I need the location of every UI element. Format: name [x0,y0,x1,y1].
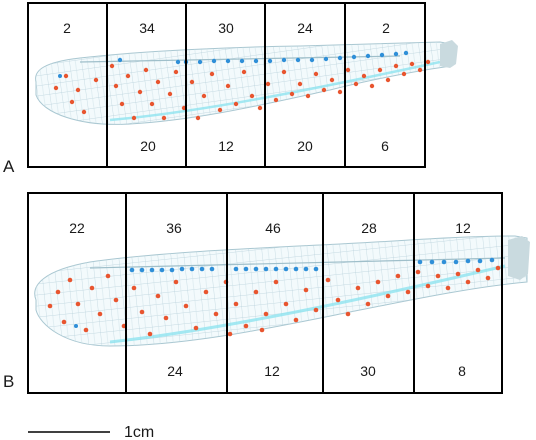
panel-b-box-5 [413,192,503,394]
panel-a-top-counts: 2 34 30 24 2 [63,20,390,36]
scale-bar: 1cm [28,424,154,440]
wing-b-blue-dots [74,257,495,328]
panel-a-top-count-2: 34 [139,20,155,36]
wing-b-cyan-vein [109,264,506,344]
panel-a-top-count-5: 2 [382,20,390,36]
wing-b-leading-vein [89,257,506,269]
panel-a-top-count-3: 30 [218,20,234,36]
wing-a-stalk [440,40,458,68]
panel-a-boxes [27,2,426,168]
panel-a-box-5 [344,2,426,168]
panel-b-bottom-count-2: 24 [167,363,183,379]
wing-a-dots [53,50,431,121]
panel-b-bottom-counts: 24 12 30 8 [167,363,466,379]
wing-b-red-dots [47,265,501,337]
panel-a-bottom-count-5: 6 [381,138,389,154]
panel-b-top-count-4: 28 [361,220,377,236]
panel-a-label: A [3,157,15,176]
panel-a-top-count-1: 2 [63,20,71,36]
wing-a-blue-dots [58,50,409,78]
panel-b-boxes [27,192,503,394]
panel-a-top-count-4: 24 [297,20,313,36]
panel-b-bottom-count-5: 8 [458,363,466,379]
wing-b [34,235,530,347]
panel-b-label: B [3,372,14,391]
panel-a-bottom-count-3: 12 [218,138,234,154]
wing-b-stalk [508,236,530,280]
wing-a-leading-vein [79,55,401,63]
wing-a [35,40,458,125]
panel-b-top-counts: 22 36 46 28 12 [69,220,471,236]
panel-b-top-count-2: 36 [166,220,182,236]
panel-b: 22 36 46 28 12 24 12 30 8 B [3,192,530,394]
panel-a-bottom-count-2: 20 [140,138,156,154]
panel-b-top-count-5: 12 [455,220,471,236]
panel-b-top-count-3: 46 [265,220,281,236]
panel-a-bottom-counts: 20 12 20 6 [140,138,389,154]
wing-a-red-dots [53,59,431,121]
scale-bar-label: 1cm [124,424,154,440]
panel-b-bottom-count-3: 12 [264,363,280,379]
panel-a: 2 34 30 24 2 20 12 20 6 A [3,2,458,176]
wing-b-dots [47,257,501,337]
panel-b-bottom-count-4: 30 [360,363,376,379]
panel-a-bottom-count-4: 20 [297,138,313,154]
panel-b-top-count-1: 22 [69,220,85,236]
wing-a-cyan-vein [109,60,441,122]
